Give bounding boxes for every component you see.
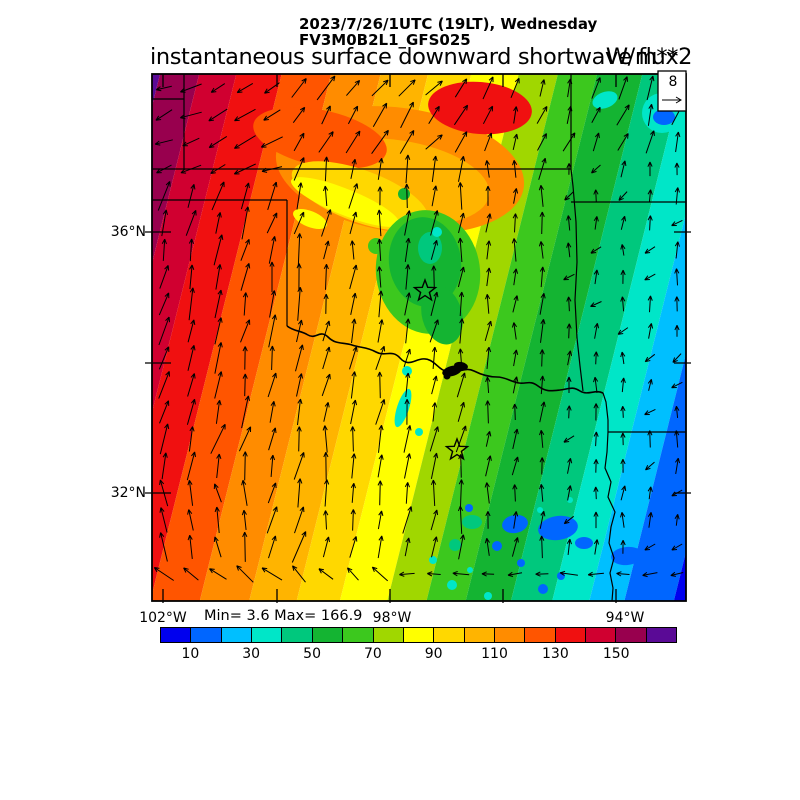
field-blob	[432, 227, 442, 237]
wind-reference-arrow	[662, 96, 682, 104]
wind-reference-box	[657, 70, 687, 112]
units-label: W/m**2	[605, 44, 693, 70]
field-blob	[492, 541, 502, 551]
lake	[454, 361, 468, 371]
page-title: instantaneous surface downward shortwave…	[150, 44, 679, 70]
colorbar-cell	[161, 628, 192, 642]
field-blob	[291, 177, 399, 227]
colorbar-cell	[525, 628, 556, 642]
colorbar	[160, 627, 677, 643]
model-run-title: FV3M0B2L1_GFS025	[299, 31, 471, 49]
lon-tick-label: 98°W	[372, 610, 412, 626]
colorbar-cell	[434, 628, 465, 642]
field-blob	[465, 504, 473, 512]
lat-tick-label: 36°N	[110, 224, 146, 240]
field-blob	[567, 497, 573, 503]
colorbar-tick-label: 10	[181, 646, 200, 662]
colorbar-cell	[373, 628, 404, 642]
field-blob	[449, 539, 461, 551]
colorbar-tick-label: 110	[481, 646, 508, 662]
field-blob	[402, 366, 412, 376]
colorbar-cell	[646, 628, 677, 642]
lon-tick-label: 102°W	[139, 610, 187, 626]
lake	[443, 372, 451, 380]
city-star-marker	[444, 436, 470, 461]
colorbar-tick-label: 150	[602, 646, 630, 662]
minmax-stats: Min= 3.6 Max= 166.9	[204, 608, 363, 624]
field-blob	[368, 238, 384, 254]
field-blob	[592, 91, 618, 109]
colorbar-cell	[252, 628, 283, 642]
lon-tick-label: 94°W	[605, 610, 645, 626]
field-blob	[429, 556, 437, 564]
field-blob	[575, 537, 593, 549]
colorbar-tick-label: 130	[542, 646, 569, 662]
field-blob	[253, 107, 387, 169]
colorbar-cell	[586, 628, 617, 642]
field-blob	[653, 109, 675, 125]
field-blob	[538, 584, 548, 594]
colorbar-cell	[464, 628, 495, 642]
colorbar-cell	[616, 628, 647, 642]
field-blob	[447, 580, 457, 590]
colorbar-cell	[282, 628, 313, 642]
date-title: 2023/7/26/1UTC (19LT), Wednesday	[299, 15, 598, 33]
field-blob	[611, 546, 643, 566]
field-blob	[537, 507, 543, 513]
map-frame	[151, 73, 687, 602]
colorbar-cell	[494, 628, 526, 642]
field-blob	[484, 592, 492, 600]
colorbar-tick-label: 30	[242, 646, 261, 662]
field-blob	[538, 515, 578, 541]
field-blob	[394, 388, 412, 428]
colorbar-cell	[343, 628, 374, 642]
colorbar-tick-label: 90	[424, 646, 443, 662]
colorbar-cell	[555, 628, 587, 642]
colorbar-cell	[191, 628, 222, 642]
field-blob	[517, 559, 525, 567]
field-blob	[415, 428, 423, 436]
field-blob	[398, 188, 410, 200]
field-blob	[502, 514, 528, 534]
colorbar-cell	[403, 628, 435, 642]
lat-tick-label: 32°N	[110, 485, 146, 501]
axis-ticks	[145, 74, 691, 603]
field-blob	[418, 232, 442, 264]
colorbar-tick-label: 70	[363, 646, 382, 662]
colorbar-cell	[221, 628, 253, 642]
wind-vector-field	[153, 75, 684, 583]
state-border	[570, 74, 584, 392]
field-blob	[428, 81, 532, 135]
state-border	[602, 392, 616, 601]
colorbar-tick-label: 50	[303, 646, 322, 662]
colorbar-cell	[312, 628, 344, 642]
wind-reference-value: 8	[668, 74, 678, 90]
field-blob	[467, 567, 473, 573]
field-blob	[462, 515, 482, 529]
city-star-marker	[412, 277, 438, 302]
